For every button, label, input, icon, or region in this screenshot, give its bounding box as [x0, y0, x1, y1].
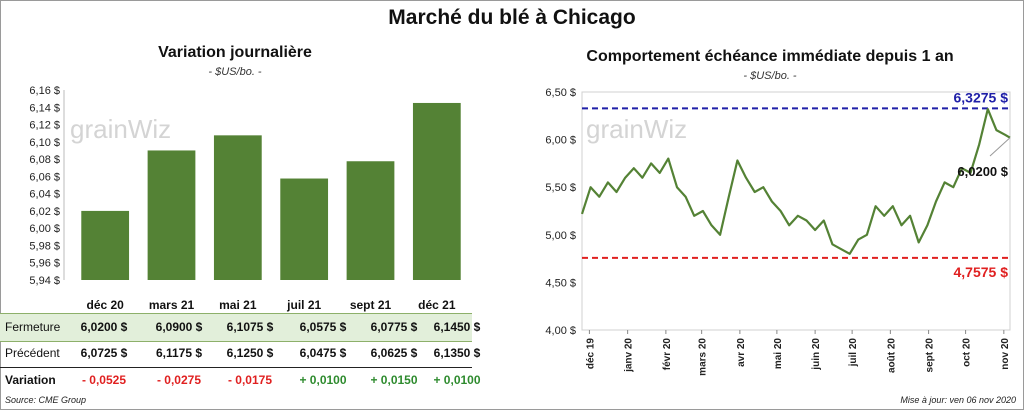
last-value-label: 6,0200 $ — [957, 164, 1008, 179]
x-tick-label: mars 20 — [698, 338, 709, 376]
previous-value: 6,0625 $ — [370, 346, 418, 360]
update-note: Mise à jour: ven 06 nov 2020 — [900, 395, 1016, 405]
x-tick-label: sept 21 — [350, 298, 392, 312]
previous-value: 6,0725 $ — [80, 346, 128, 360]
y-tick-label: 6,16 $ — [29, 85, 60, 97]
close-value: 6,0575 $ — [299, 320, 347, 334]
variation-value: - 0,0275 — [156, 373, 202, 387]
close-value: 6,1075 $ — [226, 320, 274, 334]
y-tick-label: 6,10 $ — [29, 137, 60, 149]
close-value: 6,0775 $ — [370, 320, 418, 334]
y-tick-label: 5,96 $ — [29, 258, 60, 270]
y-tick-label: 5,98 $ — [29, 240, 60, 252]
x-tick-label: juil 21 — [286, 298, 321, 312]
x-tick-label: déc 19 — [585, 338, 596, 370]
low-label: 4,7575 $ — [954, 264, 1009, 280]
bar — [412, 102, 461, 280]
bar — [280, 178, 329, 280]
watermark: grainWiz — [70, 114, 171, 144]
y-tick-label: 6,00 $ — [545, 135, 576, 147]
bar — [147, 150, 196, 280]
variation-value: + 0,0150 — [370, 373, 418, 387]
bar — [213, 135, 262, 280]
variation-label: Variation — [5, 373, 56, 387]
y-tick-label: 6,02 $ — [29, 206, 60, 218]
x-tick-label: nov 20 — [1000, 338, 1011, 370]
previous-value: 6,1350 $ — [433, 346, 481, 360]
right-chart-unit: - $US/bo. - — [743, 70, 797, 82]
close-value: 6,0200 $ — [80, 320, 128, 334]
y-tick-label: 5,50 $ — [545, 182, 576, 194]
x-tick-label: août 20 — [886, 338, 897, 373]
close-value: 6,0900 $ — [155, 320, 203, 334]
previous-value: 6,1250 $ — [226, 346, 274, 360]
price-line — [580, 108, 1011, 255]
main-title: Marché du blé à Chicago — [388, 6, 636, 29]
x-tick-label: mai 20 — [773, 338, 784, 370]
y-tick-label: 5,94 $ — [29, 275, 60, 287]
y-tick-label: 6,06 $ — [29, 171, 60, 183]
left-chart-title: Variation journalière — [158, 44, 312, 61]
x-tick-label: janv 20 — [624, 338, 635, 373]
y-tick-label: 5,00 $ — [545, 230, 576, 242]
watermark: grainWiz — [586, 114, 687, 144]
previous-label: Précédent — [5, 346, 60, 360]
y-tick-label: 6,12 $ — [29, 120, 60, 132]
y-tick-label: 4,00 $ — [545, 325, 576, 337]
variation-value: + 0,0100 — [299, 373, 347, 387]
x-tick-label: juin 20 — [811, 338, 822, 371]
right-chart-title: Comportement échéance immédiate depuis 1… — [586, 48, 954, 65]
x-tick-label: oct 20 — [962, 338, 973, 367]
x-tick-label: mai 21 — [219, 298, 257, 312]
y-tick-label: 6,04 $ — [29, 189, 60, 201]
x-tick-label: déc 21 — [418, 298, 456, 312]
y-tick-label: 6,50 $ — [545, 87, 576, 99]
x-tick-label: févr 20 — [662, 338, 673, 371]
x-tick-label: juil 20 — [848, 338, 859, 368]
bar — [346, 161, 395, 280]
left-bar-chart: 6,16 $ 6,14 $ 6,12 $ 6,10 $ 6,08 $ 6,06 $ 6,04… — [29, 85, 461, 312]
variation-value: - 0,0525 — [81, 373, 127, 387]
x-tick-label: déc 20 — [86, 298, 124, 312]
source-note: Source: CME Group — [5, 395, 87, 405]
last-value-leader — [989, 137, 1011, 157]
previous-value: 6,1175 $ — [155, 346, 203, 360]
previous-value: 6,0475 $ — [299, 346, 347, 360]
y-tick-label: 4,50 $ — [545, 277, 576, 289]
close-value: 6,1450 $ — [433, 320, 481, 334]
previous-row: Précédent 6,0725 $ 6,1175 $ 6,1250 $ 6,0… — [0, 340, 480, 368]
y-tick-label: 6,00 $ — [29, 223, 60, 235]
y-tick-label: 6,08 $ — [29, 154, 60, 166]
close-row: Fermeture 6,0200 $ 6,0900 $ 6,1075 $ 6,0… — [0, 313, 480, 342]
x-tick-label: mars 21 — [149, 298, 195, 312]
bar — [81, 210, 130, 280]
variation-value: + 0,0100 — [433, 373, 481, 387]
right-line-chart: 6,50 $ 6,00 $ 5,50 $ 5,00 $ 4,50 $ 4,00 $ grai… — [545, 87, 1011, 376]
y-tick-label: 6,14 $ — [29, 102, 60, 114]
variation-value: - 0,0175 — [227, 373, 273, 387]
close-label: Fermeture — [5, 320, 61, 334]
variation-row: Variation - 0,0525 - 0,0275 - 0,0175 + 0… — [0, 367, 481, 394]
x-tick-label: sept 20 — [925, 338, 936, 373]
x-tick-label: avr 20 — [736, 338, 747, 367]
left-chart-unit: - $US/bo. - — [208, 66, 262, 78]
high-label: 6,3275 $ — [954, 89, 1009, 105]
